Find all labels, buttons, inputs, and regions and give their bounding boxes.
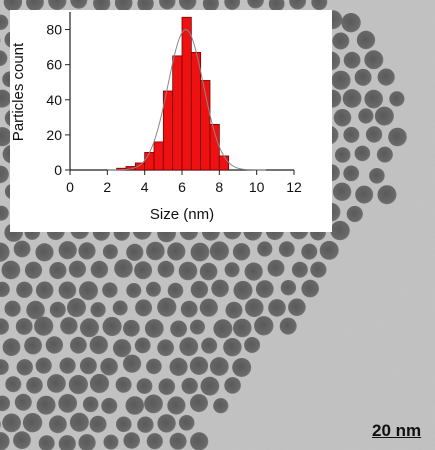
histogram-inset: 0 2 4 6 8 10 12 0 20 40 60 80 Size (nm) Particles … (10, 10, 332, 232)
histogram-bar (181, 16, 192, 171)
histogram-bar (172, 55, 183, 171)
x-axis-label: Size (nm) (150, 206, 214, 223)
gaussian-fit-curve (107, 29, 267, 171)
x-tick-label: 12 (286, 179, 302, 195)
histogram-bar (190, 51, 202, 171)
histogram-bar (144, 152, 155, 171)
y-tick-label: 0 (54, 162, 62, 178)
histogram-bars (116, 16, 230, 171)
size-histogram: 0 2 4 6 8 10 12 0 20 40 60 80 Size (nm) Particles … (10, 12, 302, 223)
scale-bar-label: 20 nm (372, 421, 422, 440)
y-axis-label: Particles count (10, 42, 27, 141)
histogram-bar (218, 155, 230, 171)
y-tick-label: 40 (46, 92, 62, 108)
x-tick-label: 10 (249, 179, 265, 195)
y-tick-label: 80 (46, 22, 62, 38)
x-tick-label: 2 (103, 179, 111, 195)
y-tick-label: 20 (46, 127, 62, 143)
y-ticks: 0 20 40 60 80 (46, 22, 70, 178)
histogram-bar (162, 90, 174, 171)
x-tick-label: 6 (178, 179, 186, 195)
x-ticks: 0 2 4 6 8 10 12 (66, 170, 302, 195)
x-tick-label: 0 (66, 179, 74, 195)
x-tick-label: 4 (141, 179, 149, 195)
histogram-bar (153, 141, 164, 171)
x-tick-label: 8 (215, 179, 223, 195)
y-tick-label: 60 (46, 57, 62, 73)
